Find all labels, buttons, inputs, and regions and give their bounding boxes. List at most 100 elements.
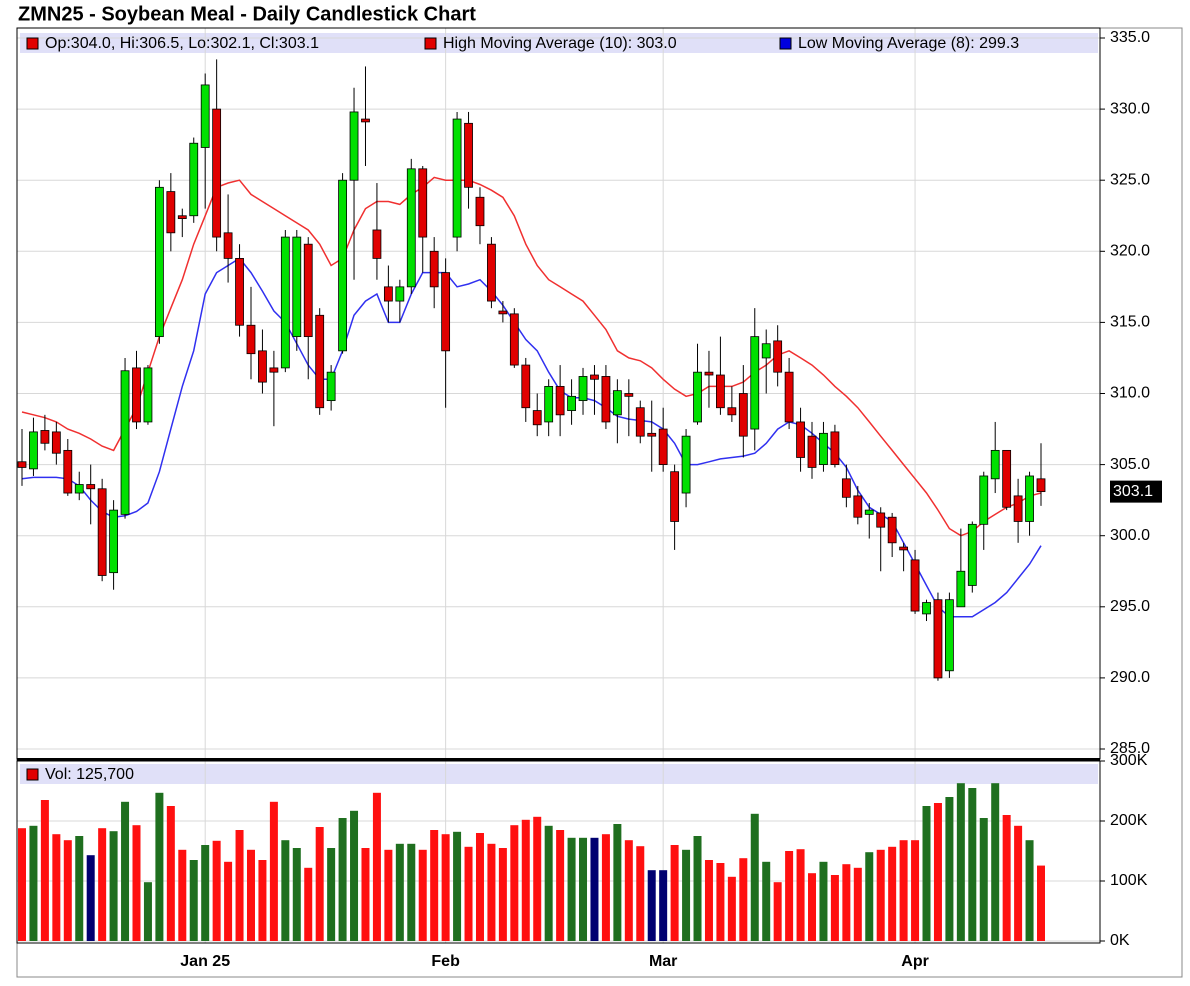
x-tick-label: Mar [649, 953, 677, 970]
candle-body [429, 250, 439, 288]
volume-bar [189, 860, 198, 941]
candle-body [132, 367, 141, 423]
volume-bar [819, 861, 828, 941]
y-tick-label: 320.0 [1110, 243, 1150, 260]
candle-body [475, 196, 485, 227]
candle-body [807, 435, 817, 468]
x-tick-label: Jan 25 [180, 953, 230, 970]
candle-body [647, 432, 657, 437]
candle-body [498, 310, 508, 315]
candle-body [1025, 475, 1034, 522]
y-tick-label: 310.0 [1110, 385, 1150, 402]
candle-body [887, 516, 897, 544]
y-tick-label: 285.0 [1110, 740, 1150, 757]
candle-body [120, 370, 130, 515]
volume-bar [922, 806, 931, 941]
volume-bar [659, 870, 668, 941]
candle-body [29, 431, 38, 470]
volume-bar [315, 827, 324, 941]
legend-swatch [424, 37, 437, 50]
candle-body [784, 371, 794, 423]
volume-bar [430, 830, 439, 941]
candle-body [441, 272, 451, 352]
volume-bar [372, 792, 381, 941]
candle-body [212, 108, 222, 238]
volume-bar [544, 825, 553, 941]
candle-body [750, 336, 760, 430]
candle-body [681, 435, 691, 494]
volume-bar [132, 825, 141, 941]
volume-bar [361, 848, 370, 941]
candle-body [624, 393, 634, 397]
volume-bar [533, 816, 542, 941]
candle-body [727, 407, 737, 416]
volume-bar [464, 846, 473, 941]
candle-body [40, 430, 50, 444]
volume-bar [853, 867, 862, 941]
volume-bar [63, 840, 72, 941]
volume-bar [52, 834, 61, 941]
volume-legend-bar [20, 764, 1098, 784]
volume-y-tick-label: 100K [1110, 872, 1148, 889]
volume-bar [624, 840, 633, 941]
volume-bar [304, 867, 313, 941]
volume-bar [773, 882, 782, 941]
candle-body [830, 431, 840, 466]
candle-body [109, 509, 118, 574]
y-tick-label: 300.0 [1110, 527, 1150, 544]
candle-body [967, 523, 977, 586]
volume-bar [727, 876, 736, 941]
volume-legend-swatch [26, 768, 39, 781]
candle-body [945, 599, 954, 672]
volume-bar [350, 810, 359, 941]
volume-bar [246, 849, 255, 941]
volume-bar [281, 840, 290, 941]
candle-body [841, 478, 851, 498]
volume-bar [441, 834, 450, 941]
candle-body [361, 118, 370, 123]
moving-average-line [21, 176, 1042, 537]
volume-bar [475, 833, 484, 941]
volume-bar [487, 843, 496, 941]
candle-body [590, 374, 599, 380]
candle-body [658, 428, 668, 465]
candle-body [738, 393, 748, 437]
volume-bar [750, 813, 759, 941]
volume-bar [384, 849, 393, 941]
candle-body [567, 395, 576, 411]
candle-body [704, 371, 714, 376]
volume-bar [327, 848, 336, 941]
candle-body [521, 364, 531, 409]
candle-body [395, 286, 405, 302]
volume-bar [1037, 865, 1045, 941]
candle-body [693, 371, 702, 423]
volume-bar [269, 801, 278, 941]
volume-bar [1025, 840, 1034, 941]
volume-bar [178, 849, 187, 941]
volume-y-tick-label: 200K [1110, 812, 1148, 829]
volume-bar [601, 834, 610, 941]
candle-body [303, 243, 313, 338]
candle-body [635, 407, 645, 437]
candle-body [166, 191, 176, 234]
candle-body [979, 475, 989, 525]
candle-body [17, 461, 27, 468]
last-price-label: 303.1 [1113, 483, 1153, 500]
volume-bar [716, 863, 725, 941]
volume-bar [86, 855, 95, 941]
volume-bar [212, 840, 221, 941]
y-tick-label: 315.0 [1110, 314, 1150, 331]
x-tick-label: Feb [431, 953, 460, 970]
candle-body [933, 599, 943, 679]
volume-bar [899, 840, 908, 941]
ohlc-legend: Op:304.0, Hi:306.5, Lo:302.1, Cl:303.1 [45, 35, 319, 52]
candle-body [372, 229, 382, 259]
candle-body [97, 488, 107, 576]
volume-bar [510, 825, 519, 941]
legend-label: High Moving Average (10): 303.0 [443, 35, 677, 52]
volume-bar [407, 843, 416, 941]
volume-bar [739, 858, 748, 941]
candle-body [853, 495, 863, 518]
volume-bar [762, 861, 771, 941]
